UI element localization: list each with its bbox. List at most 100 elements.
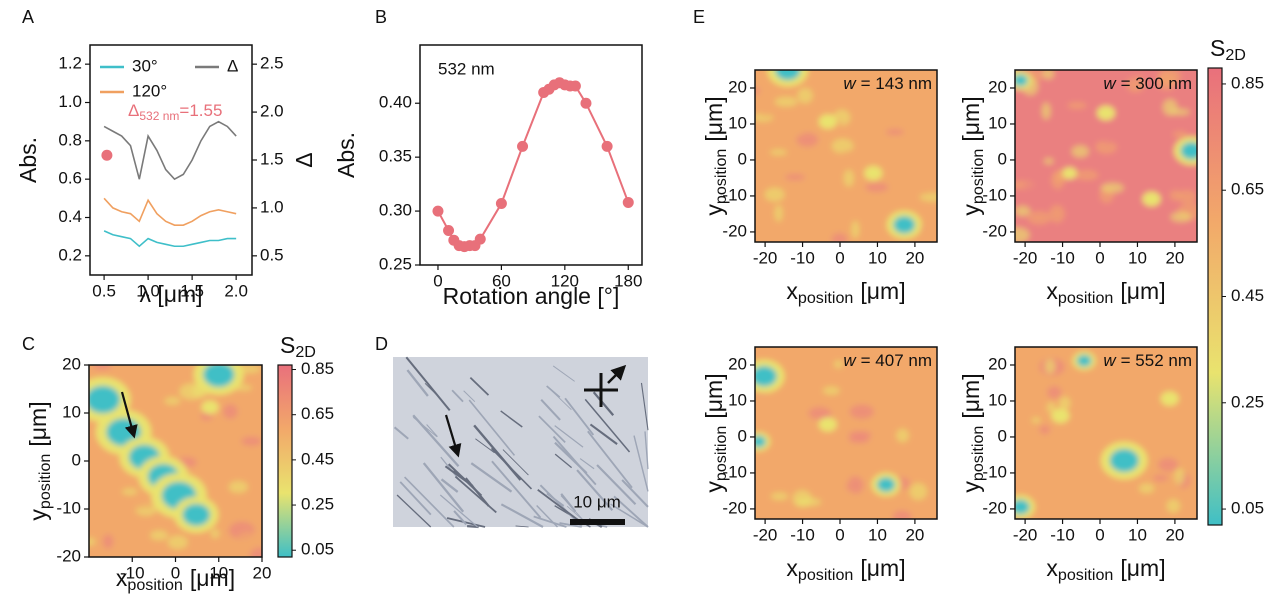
- map-annotation: w = 407 nm: [843, 351, 932, 370]
- x-axis-label-main: x: [116, 565, 128, 591]
- heatmap-patch: [1067, 101, 1087, 110]
- y-axis-label-main: y: [701, 481, 727, 493]
- map-annotation-text: = 552 nm: [1121, 351, 1192, 370]
- colorbar-title-main: S: [1210, 35, 1225, 61]
- crack: [491, 460, 542, 519]
- crack: [533, 515, 567, 528]
- heatmap-patch: [1139, 362, 1157, 379]
- heatmap-patch: [919, 358, 937, 370]
- y-axis-label: yposition [μm]: [701, 373, 730, 492]
- map-annotation-var: w: [1103, 351, 1117, 370]
- x-tick-label: -20: [753, 525, 778, 544]
- x-tick-label: 180: [614, 271, 642, 290]
- y-tick-label: 20: [988, 77, 1007, 96]
- colorbar-title: S2D: [1210, 35, 1246, 64]
- crack: [584, 398, 631, 453]
- y-tick-label: 10: [988, 113, 1007, 132]
- heatmap-patch: [1151, 373, 1164, 389]
- crack: [551, 390, 572, 411]
- heatmap-patch: [1138, 483, 1155, 494]
- heatmap-patch: [896, 428, 910, 443]
- y-tick-label: 0.35: [379, 147, 412, 166]
- crack: [403, 476, 455, 528]
- x-tick-label: 0: [1095, 525, 1104, 544]
- crack: [621, 479, 649, 508]
- heatmap-patch: [210, 472, 232, 489]
- heatmap-patch: [1121, 71, 1138, 81]
- data-point: [569, 80, 581, 92]
- heatmap-patch: [797, 157, 814, 171]
- heatmap-patch: [237, 530, 258, 549]
- x-axis-label: λ [μm]: [139, 281, 202, 307]
- y-tick-label: 0: [998, 149, 1007, 168]
- y-tick-label: 20: [728, 77, 747, 96]
- heatmap-patch: [1172, 131, 1188, 138]
- colorbar-tick-label: 0.25: [301, 495, 334, 514]
- heatmap-patch: [235, 384, 253, 391]
- colorbar-title-sub: 2D: [295, 343, 316, 361]
- crack: [589, 423, 618, 445]
- y-tick-label: -10: [982, 185, 1007, 204]
- x-tick-label: 10: [209, 563, 228, 582]
- heatmap-patch: [1157, 73, 1177, 91]
- y-tick-label: 0: [738, 149, 747, 168]
- heatmap-patch: [876, 497, 886, 515]
- x-axis-label: xposition [μm]: [116, 565, 235, 594]
- plot-frame: [1014, 69, 1198, 243]
- crack: [426, 424, 438, 438]
- plot-frame: [89, 44, 253, 276]
- colorbar-tick-label: 0.85: [301, 359, 334, 378]
- heatmap-patch: [914, 234, 934, 242]
- x-tick-label: 20: [1165, 525, 1184, 544]
- heatmap-patch: [757, 347, 774, 361]
- heatmap-patch: [1044, 358, 1056, 374]
- y-axis-label: yposition [μm]: [958, 373, 987, 492]
- heatmap-patch: [89, 537, 96, 547]
- heatmap-patch: [1042, 70, 1055, 80]
- heatmap-patch: [774, 96, 798, 107]
- heatmap-spot: [1160, 391, 1179, 406]
- crack: [422, 462, 465, 513]
- heatmap-patch: [875, 190, 896, 208]
- heatmap-patch: [1051, 171, 1065, 190]
- y-tick-label: 0.4: [58, 207, 82, 226]
- colorbar-tick-label: 0.85: [1231, 73, 1264, 92]
- x-tick-label: -20: [1013, 248, 1038, 267]
- y-tick-label: 0.25: [379, 254, 412, 273]
- x-tick-label: 20: [253, 563, 272, 582]
- x-tick-label: 10: [868, 248, 887, 267]
- plot-frame: [1014, 346, 1198, 520]
- heatmap-patch: [848, 90, 865, 105]
- y-tick-label: -20: [722, 221, 747, 240]
- heatmap-patch: [164, 396, 181, 405]
- heatmap-patch: [769, 149, 787, 156]
- heatmap-patch: [780, 464, 799, 483]
- heatmap-patch: [791, 478, 805, 492]
- heatmap-patch: [1015, 374, 1028, 391]
- y-tick-label: 20: [988, 354, 1007, 373]
- heatmap-patch: [187, 542, 200, 551]
- crack: [576, 469, 614, 511]
- y-axis-label-main: y: [701, 204, 727, 216]
- heatmap-patch: [167, 535, 188, 550]
- annotation-main: Δ: [128, 101, 139, 120]
- heatmap-spot: [201, 400, 219, 415]
- colorbar-tick-label: 0.05: [1231, 499, 1264, 518]
- heatmap-patch: [849, 347, 866, 357]
- heatmap-patch: [1101, 73, 1119, 84]
- heatmap-patch: [835, 497, 856, 514]
- heatmap-patch: [1075, 170, 1099, 181]
- x-tick-label: 1.0: [136, 281, 160, 300]
- y-axis-label-sub: position: [969, 149, 987, 204]
- arrow: [444, 414, 462, 458]
- x-tick-label: -10: [790, 248, 815, 267]
- x-tick-label: 10: [1128, 248, 1147, 267]
- crack: [393, 426, 409, 440]
- heatmap-spot: [1015, 499, 1030, 515]
- heatmap-patch: [853, 175, 865, 183]
- heatmap-patch: [1150, 348, 1160, 357]
- data-point: [443, 224, 455, 236]
- heatmap-patch: [851, 220, 860, 239]
- crack: [453, 510, 467, 526]
